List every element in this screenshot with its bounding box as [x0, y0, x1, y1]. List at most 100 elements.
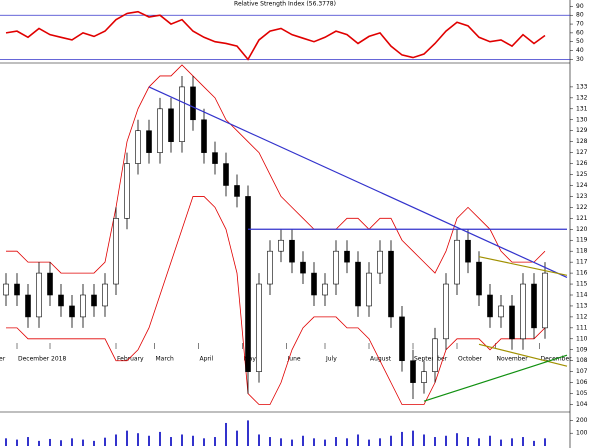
y-tick-label: 130 — [576, 116, 588, 123]
volume-bar — [192, 435, 194, 446]
candle-body — [234, 185, 240, 197]
candle-body — [267, 250, 273, 285]
x-tick-label: September — [414, 356, 448, 363]
y-tick-label: 125 — [576, 171, 588, 178]
volume-bar — [280, 438, 282, 446]
candle-body — [256, 283, 262, 372]
candle-body — [91, 294, 97, 307]
candle-body — [201, 119, 207, 153]
volume-bar — [16, 439, 18, 446]
candle-body — [333, 250, 339, 285]
y-tick-label: 112 — [576, 313, 588, 320]
candle-body — [487, 294, 493, 318]
candle-body — [520, 283, 526, 340]
y-tick-label: 122 — [576, 204, 588, 211]
volume-bar — [60, 440, 62, 446]
volume-bar — [401, 431, 403, 446]
candle-body — [311, 272, 317, 296]
y-tick-label: 109 — [576, 346, 588, 353]
volume-tick-label: 100 — [576, 430, 588, 437]
y-tick-label: 110 — [576, 335, 588, 342]
candle-body — [498, 305, 504, 318]
candle-body — [509, 305, 515, 340]
candle-body — [135, 130, 141, 164]
y-tick-label: 127 — [576, 149, 588, 156]
volume-bar — [247, 420, 249, 446]
rsi-tick-label: 50 — [576, 38, 584, 45]
y-tick-label: 113 — [576, 302, 588, 309]
volume-bar — [82, 439, 84, 446]
candle-body — [190, 86, 196, 121]
trendline — [478, 343, 568, 367]
y-tick-label: 111 — [576, 324, 588, 331]
volume-bar — [170, 437, 172, 446]
rsi-tick-label: 40 — [576, 47, 584, 54]
volume-bar — [533, 440, 535, 446]
candle-body — [278, 239, 284, 252]
x-tick-label: December — [18, 356, 50, 363]
volume-bar — [456, 433, 458, 446]
y-tick-label: 124 — [576, 182, 588, 189]
volume-bar — [368, 439, 370, 446]
x-tick-label: August — [370, 356, 392, 363]
volume-bar — [313, 438, 315, 446]
volume-bar — [412, 430, 414, 446]
volume-bar — [258, 434, 260, 446]
volume-bar — [357, 434, 359, 446]
rsi-tick-label: 70 — [576, 21, 584, 28]
candle-body — [421, 371, 427, 383]
candle-body — [432, 338, 438, 372]
x-tick-label: March — [156, 356, 174, 363]
volume-bar — [236, 430, 238, 446]
candle-body — [146, 130, 152, 153]
candle-body — [25, 294, 31, 318]
volume-bar — [478, 438, 480, 446]
candle-body — [223, 163, 229, 186]
volume-bar — [115, 434, 117, 446]
y-tick-label: 106 — [576, 379, 588, 386]
y-tick-label: 121 — [576, 215, 588, 222]
y-tick-label: 133 — [576, 83, 588, 90]
volume-bar — [269, 437, 271, 446]
candle-body — [36, 272, 42, 318]
candle-body — [14, 283, 20, 296]
volume-bar — [181, 434, 183, 446]
candle-body — [454, 239, 460, 285]
volume-bar — [324, 439, 326, 446]
candle-body — [289, 239, 295, 263]
volume-bar — [126, 430, 128, 446]
candle-body — [80, 294, 86, 318]
volume-tick-label: 200 — [576, 417, 588, 424]
candle-body — [69, 305, 75, 318]
x-tick-label: November — [0, 356, 6, 363]
candle-body — [443, 283, 449, 340]
volume-bar — [522, 437, 524, 446]
y-tick-label: 128 — [576, 138, 588, 145]
y-tick-label: 107 — [576, 368, 588, 375]
y-tick-label: 126 — [576, 160, 588, 167]
candle-body — [124, 163, 130, 219]
y-tick-label: 119 — [576, 237, 588, 244]
lower-band — [6, 196, 546, 405]
y-tick-label: 104 — [576, 401, 588, 408]
y-tick-label: 131 — [576, 105, 588, 112]
volume-bar — [225, 422, 227, 446]
volume-bar — [137, 433, 139, 446]
trendline — [478, 256, 568, 276]
volume-bar — [93, 440, 95, 446]
volume-bar — [291, 439, 293, 446]
volume-bar — [489, 435, 491, 446]
volume-bar — [544, 438, 546, 446]
trendline — [423, 354, 568, 402]
y-tick-label: 115 — [576, 281, 588, 288]
candle-body — [102, 283, 108, 307]
candle-body — [344, 250, 350, 263]
rsi-tick-label: 60 — [576, 29, 584, 36]
candle-body — [377, 250, 383, 274]
x-tick-label: October — [458, 356, 483, 363]
y-tick-label: 132 — [576, 94, 588, 101]
volume-bar — [346, 438, 348, 446]
volume-bar — [5, 438, 7, 446]
